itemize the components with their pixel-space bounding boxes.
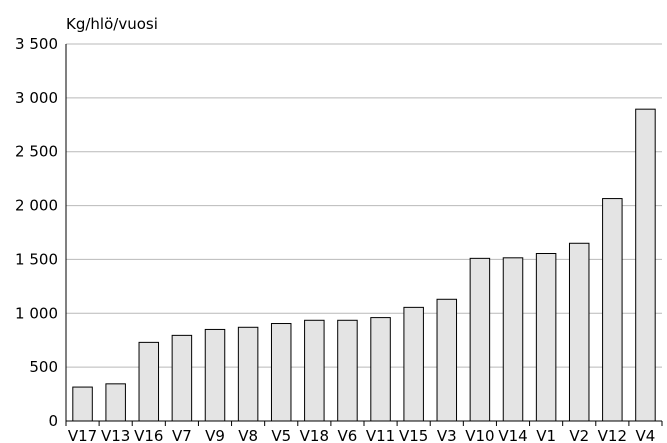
x-category-label: V18 xyxy=(300,427,329,443)
bar-v14 xyxy=(502,257,524,422)
gridlines xyxy=(66,43,662,368)
bar-v5 xyxy=(270,323,292,422)
bars xyxy=(72,108,656,422)
bar-v2 xyxy=(568,242,590,422)
x-category-label: V5 xyxy=(271,427,291,443)
bar-v3 xyxy=(436,298,458,422)
bar-v8 xyxy=(237,326,259,422)
y-tick-label: 3 000 xyxy=(15,89,58,107)
x-category-label: V14 xyxy=(498,427,527,443)
y-tick-label: 1 500 xyxy=(15,250,58,268)
x-category-label: V13 xyxy=(101,427,130,443)
x-category-label: V16 xyxy=(134,427,163,443)
x-category-label: V7 xyxy=(172,427,192,443)
x-category-label: V10 xyxy=(465,427,494,443)
y-tick-label: 1 000 xyxy=(15,304,58,322)
bar-v10 xyxy=(469,257,491,422)
bar-v17 xyxy=(72,386,93,422)
x-category-label: V12 xyxy=(598,427,627,443)
y-tick-label: 500 xyxy=(29,358,58,376)
bar-v12 xyxy=(602,198,623,422)
x-category-label: V4 xyxy=(636,427,656,443)
bar-v16 xyxy=(138,341,160,422)
x-category-label: V15 xyxy=(399,427,428,443)
bar-v13 xyxy=(105,383,126,422)
y-tick-labels: 0 500 1 000 1 500 2 000 2 500 3 000 3 500 xyxy=(15,35,58,430)
x-category-label: V6 xyxy=(338,427,358,443)
bar-v7 xyxy=(171,334,193,422)
x-category-labels: V17 V13 V16 V7 V9 V8 V5 V18 V6 V11 V15 V3 V10 V14 V1 V2… xyxy=(68,427,655,443)
x-category-label: V17 xyxy=(68,427,97,443)
axes xyxy=(65,44,663,426)
y-tick-label: 0 xyxy=(48,412,58,430)
bar-v15 xyxy=(403,306,424,422)
x-category-label: V8 xyxy=(238,427,258,443)
bar-v4 xyxy=(635,108,656,422)
bar-v9 xyxy=(204,328,226,422)
x-category-label: V9 xyxy=(205,427,225,443)
y-axis-unit-label: Kg/hlö/vuosi xyxy=(66,15,158,33)
x-category-label: V1 xyxy=(536,427,556,443)
x-category-label: V3 xyxy=(437,427,457,443)
y-tick-label: 2 000 xyxy=(15,197,58,215)
x-category-label: V2 xyxy=(569,427,589,443)
y-tick-label: 3 500 xyxy=(15,35,58,53)
x-category-label: V11 xyxy=(366,427,395,443)
bar-v11 xyxy=(370,317,391,422)
bar-v18 xyxy=(304,319,325,422)
bar-v1 xyxy=(535,253,557,422)
bar-v6 xyxy=(337,319,358,422)
y-tick-label: 2 500 xyxy=(15,143,58,161)
